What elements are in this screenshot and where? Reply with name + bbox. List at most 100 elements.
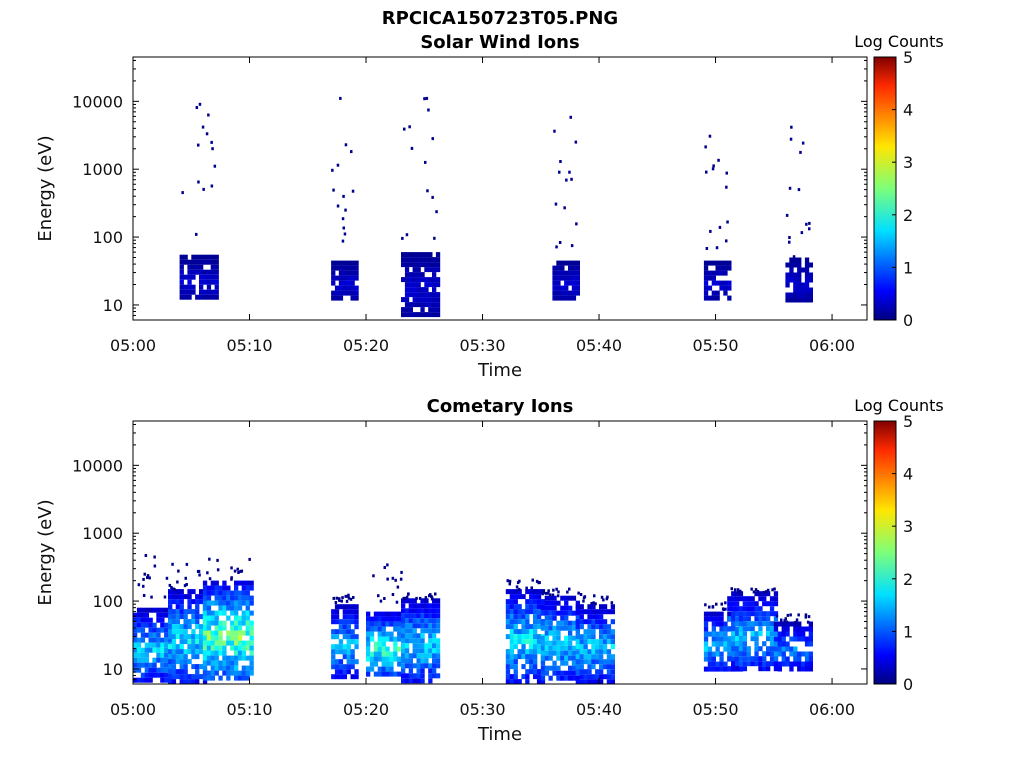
data-cell — [377, 641, 382, 647]
data-cell — [214, 259, 219, 265]
data-cell — [354, 609, 359, 615]
data-cell — [715, 270, 720, 276]
data-cell — [552, 640, 557, 646]
data-cell — [148, 622, 153, 628]
data-cell — [346, 659, 351, 665]
data-cell — [389, 661, 394, 667]
data-cell — [568, 265, 573, 271]
data-cell — [354, 634, 359, 640]
data-cell — [735, 641, 740, 647]
data-cell — [715, 616, 720, 622]
data-cell — [179, 624, 184, 630]
data-cell — [199, 259, 204, 265]
data-cell — [703, 631, 709, 637]
data-cell — [583, 629, 588, 635]
data-cell — [552, 615, 557, 621]
data-cell — [754, 656, 759, 662]
data-cell — [556, 650, 561, 656]
data-cell — [766, 631, 771, 637]
data-cell — [401, 668, 406, 674]
data-cell — [168, 674, 173, 680]
data-cell — [191, 629, 196, 635]
data-cell — [248, 557, 251, 561]
data-cell — [183, 654, 188, 660]
data-cell — [137, 583, 141, 587]
data-cell — [583, 639, 588, 645]
data-cell — [334, 604, 340, 610]
data-cell — [715, 611, 720, 617]
data-cell — [738, 591, 744, 597]
data-cell — [735, 596, 740, 602]
data-cell — [404, 267, 410, 273]
data-cell — [773, 656, 779, 662]
data-cell — [214, 635, 219, 641]
data-cell — [144, 632, 149, 638]
data-cell — [742, 621, 747, 627]
data-cell — [214, 284, 219, 290]
x-tick-label: 05:10 — [226, 336, 272, 355]
data-cell — [797, 666, 802, 672]
data-cell — [587, 664, 592, 670]
data-cell — [568, 290, 573, 296]
data-cell — [222, 605, 227, 611]
data-cell — [552, 605, 557, 611]
data-cell — [606, 639, 612, 645]
data-cell — [552, 290, 557, 296]
data-cell — [428, 302, 433, 308]
data-cell — [711, 290, 716, 296]
data-cell — [808, 221, 811, 225]
data-cell — [556, 265, 561, 271]
data-cell — [210, 590, 215, 596]
data-cell — [183, 679, 188, 685]
data-cell — [428, 623, 433, 629]
data-cell — [420, 658, 425, 664]
x-tick-label: 05:30 — [459, 336, 505, 355]
data-cell — [183, 629, 188, 635]
y-axis-label: Energy (eV) — [35, 499, 56, 605]
data-cell — [187, 594, 192, 600]
data-cell — [564, 280, 569, 286]
data-cell — [171, 609, 177, 615]
data-cell — [556, 675, 561, 681]
data-cell — [509, 609, 514, 615]
data-cell — [569, 115, 572, 119]
data-cell — [517, 619, 522, 625]
data-cell — [397, 661, 402, 667]
data-cell — [377, 616, 382, 622]
data-cell — [432, 292, 437, 298]
data-cell — [568, 595, 573, 601]
data-cell — [777, 621, 782, 627]
data-cell — [564, 625, 569, 631]
data-cell — [505, 654, 511, 660]
data-cell — [331, 664, 336, 670]
data-cell — [386, 577, 389, 581]
data-cell — [513, 669, 518, 675]
data-cell — [187, 639, 192, 645]
data-cell — [393, 646, 398, 652]
data-cell — [202, 259, 208, 265]
data-cell — [558, 170, 561, 174]
data-cell — [579, 639, 584, 645]
data-cell — [175, 674, 180, 680]
data-cell — [175, 609, 180, 615]
data-cell — [599, 604, 604, 610]
data-cell — [754, 606, 759, 612]
data-cell — [781, 646, 786, 652]
data-cell — [804, 272, 810, 278]
data-cell — [568, 630, 573, 636]
data-cell — [719, 656, 724, 662]
data-cell — [719, 285, 724, 291]
data-cell — [536, 599, 542, 605]
data-cell — [738, 636, 744, 642]
data-cell — [762, 590, 766, 594]
data-cell — [152, 657, 157, 663]
data-cell — [404, 618, 410, 624]
data-cell — [505, 619, 511, 625]
data-cell — [804, 267, 810, 273]
data-cell — [234, 600, 239, 606]
data-cell — [191, 614, 196, 620]
data-cell — [797, 631, 802, 637]
data-cell — [605, 597, 609, 601]
data-cell — [199, 264, 204, 270]
